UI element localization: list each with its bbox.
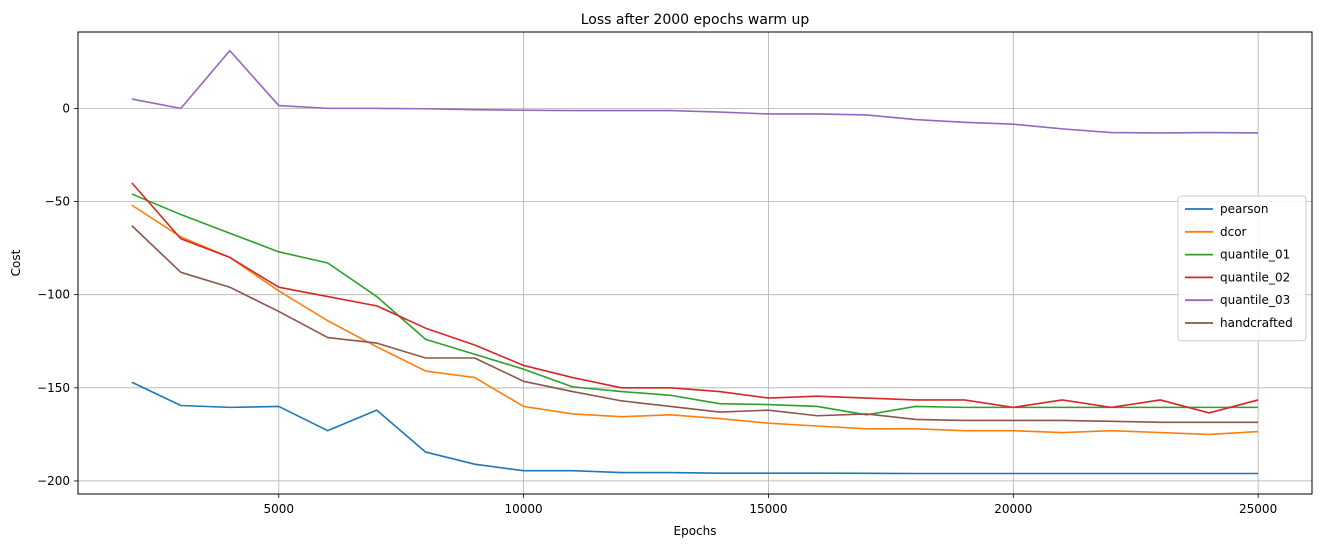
chart-title: Loss after 2000 epochs warm up [581, 12, 810, 28]
x-tick-label: 25000 [1239, 502, 1277, 516]
legend-label: pearson [1220, 202, 1269, 216]
y-tick-label: 0 [62, 101, 70, 115]
legend-label: quantile_02 [1220, 270, 1290, 284]
legend-item-dcor: dcor [1185, 225, 1247, 239]
legend-item-pearson: pearson [1185, 202, 1269, 216]
series-lines [131, 49, 1259, 475]
legend-item-handcrafted: handcrafted [1185, 316, 1293, 330]
legend-item-quantile-03: quantile_03 [1185, 293, 1290, 307]
legend: pearson dcor quantile_01 quantile_02quantil… [1177, 195, 1307, 342]
x-tick-label: 5000 [263, 502, 294, 516]
plot-frame [77, 31, 1313, 495]
x-tick-label: 15000 [749, 502, 787, 516]
y-axis-ticks: −200 −150 −100 −50 0 [37, 101, 78, 488]
x-axis-ticks: 5000 10000 15000 20000 25000 [263, 494, 1277, 516]
y-tick-label: −100 [37, 288, 70, 302]
x-tick-label: 20000 [994, 502, 1032, 516]
series-line-quantile-03 [131, 49, 1259, 134]
legend-label: quantile_03 [1220, 293, 1290, 307]
legend-item-quantile-01: quantile_01 [1185, 248, 1290, 262]
legend-item-quantile-02: quantile_02 [1185, 270, 1290, 284]
y-axis-label: Cost [9, 249, 23, 276]
series-line-quantile-02 [131, 182, 1259, 414]
series-line-handcrafted [131, 225, 1259, 424]
legend-label: dcor [1220, 225, 1247, 239]
x-tick-label: 10000 [505, 502, 543, 516]
legend-label: quantile_01 [1220, 248, 1290, 262]
y-tick-label: −200 [37, 474, 70, 488]
y-tick-label: −50 [45, 195, 70, 209]
series-line-quantile-01 [131, 193, 1259, 416]
x-axis-label: Epochs [674, 524, 717, 538]
legend-label: handcrafted [1220, 316, 1293, 330]
series-line-pearson [131, 381, 1259, 475]
series-line-dcor [131, 204, 1259, 436]
y-tick-label: −150 [37, 381, 70, 395]
